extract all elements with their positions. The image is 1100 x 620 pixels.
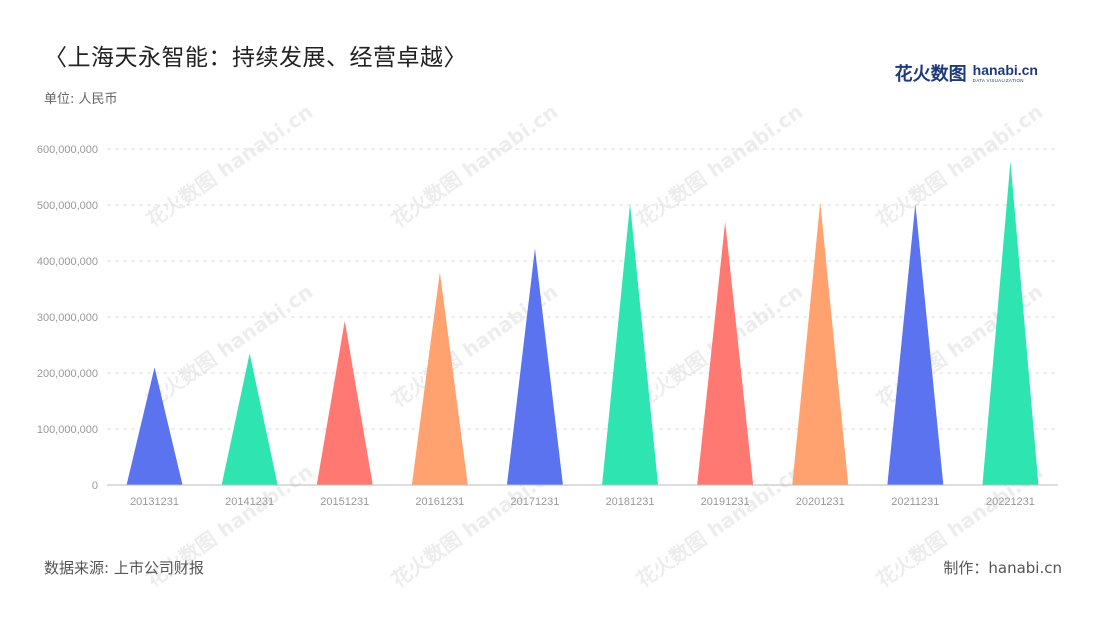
x-tick-label: 20151231: [320, 496, 369, 508]
bar-20151231: [316, 320, 373, 485]
brand-logo: 花火数图 hanabi.cn DATA VISUALIZATION: [895, 60, 1038, 86]
maker-credit: 制作：hanabi.cn: [943, 559, 1062, 577]
x-tick-label: 20161231: [415, 496, 464, 508]
data-source: 数据来源: 上市公司财报: [44, 559, 204, 577]
y-tick-label: 400,000,000: [37, 256, 98, 268]
y-tick-label: 0: [92, 480, 98, 492]
x-tick-label: 20201231: [796, 496, 845, 508]
x-tick-label: 20211231: [891, 496, 939, 508]
logo-en-text: hanabi.cn: [972, 62, 1038, 78]
x-axis-ticks: 20131231 20141231 20151231 20161231 20171231…: [130, 496, 1035, 508]
bar-20171231: [506, 248, 563, 485]
x-tick-label: 20171231: [510, 496, 559, 508]
y-axis-ticks: 0 100,000,000 200,000,000 300,000,000 400,00…: [37, 144, 98, 492]
bars: [126, 161, 1039, 486]
logo-en-block: hanabi.cn DATA VISUALIZATION: [973, 60, 1038, 84]
bar-20181231: [602, 203, 659, 485]
y-tick-label: 200,000,000: [37, 368, 98, 380]
y-tick-label: 500,000,000: [37, 200, 98, 212]
logo-cn-text: 花火数图: [894, 64, 967, 85]
bar-20131231: [126, 367, 183, 485]
bar-20161231: [411, 272, 468, 485]
x-tick-label: 20131231: [130, 496, 179, 508]
unit-label: 单位: 人民币: [44, 92, 118, 107]
bar-20221231: [982, 161, 1039, 485]
y-tick-label: 300,000,000: [37, 312, 98, 324]
bar-20141231: [221, 353, 278, 485]
y-tick-label: 600,000,000: [37, 144, 98, 156]
bar-20191231: [697, 221, 754, 486]
logo-en-sub-text: DATA VISUALIZATION: [972, 78, 1024, 83]
y-tick-label: 100,000,000: [37, 424, 98, 436]
bar-20201231: [792, 202, 849, 485]
x-tick-label: 20141231: [225, 496, 274, 508]
x-tick-label: 20221231: [986, 496, 1035, 508]
x-tick-label: 20191231: [701, 496, 750, 508]
bar-20211231: [887, 203, 944, 485]
chart-title: 〈上海天永智能：持续发展、经营卓越〉: [44, 45, 467, 71]
x-tick-label: 20181231: [606, 496, 655, 508]
